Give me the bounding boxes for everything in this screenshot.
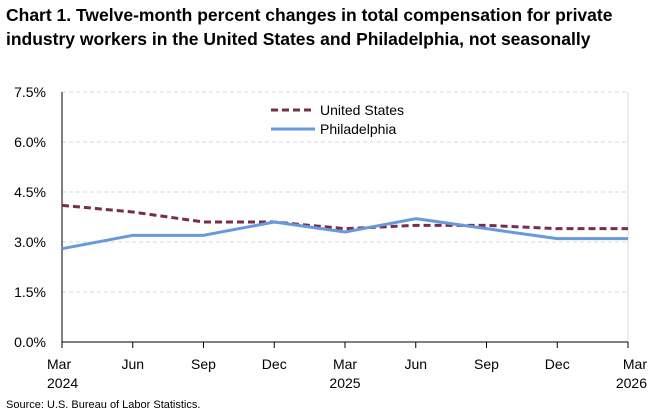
y-tick-label: 1.5% (14, 284, 46, 300)
x-tick-label: Sep (474, 356, 499, 372)
y-tick-label: 0.0% (14, 334, 46, 350)
legend-label-united-states: United States (320, 102, 404, 118)
x-tick-label-year: 2025 (329, 375, 360, 391)
source-note: Source: U.S. Bureau of Labor Statistics. (6, 399, 201, 411)
chart-title-line-2: industry workers in the United States an… (6, 29, 591, 49)
y-tick-label: 7.5% (14, 84, 46, 100)
y-tick-label: 3.0% (14, 234, 46, 250)
x-tick-label: Jun (121, 356, 144, 372)
x-tick-label-year: 2026 (616, 375, 647, 391)
series-line-philadelphia (61, 217, 628, 251)
y-tick-label: 4.5% (14, 184, 46, 200)
x-tick-label: Dec (262, 356, 287, 372)
legend-label-philadelphia: Philadelphia (320, 121, 396, 137)
chart-title: Chart 1. Twelve-month percent changes in… (6, 3, 656, 51)
x-tick-label: Mar (333, 356, 357, 372)
chart-title-line-1: Chart 1. Twelve-month percent changes in… (6, 5, 613, 25)
x-tick-label-year: 2024 (47, 375, 78, 391)
x-tick-label: Sep (191, 356, 216, 372)
x-tick-label: Mar (623, 356, 647, 372)
x-tick-label: Jun (404, 356, 427, 372)
x-tick-label: Dec (545, 356, 570, 372)
series-line-united-states (61, 203, 628, 231)
x-tick-label: Mar (47, 356, 71, 372)
y-tick-label: 6.0% (14, 134, 46, 150)
